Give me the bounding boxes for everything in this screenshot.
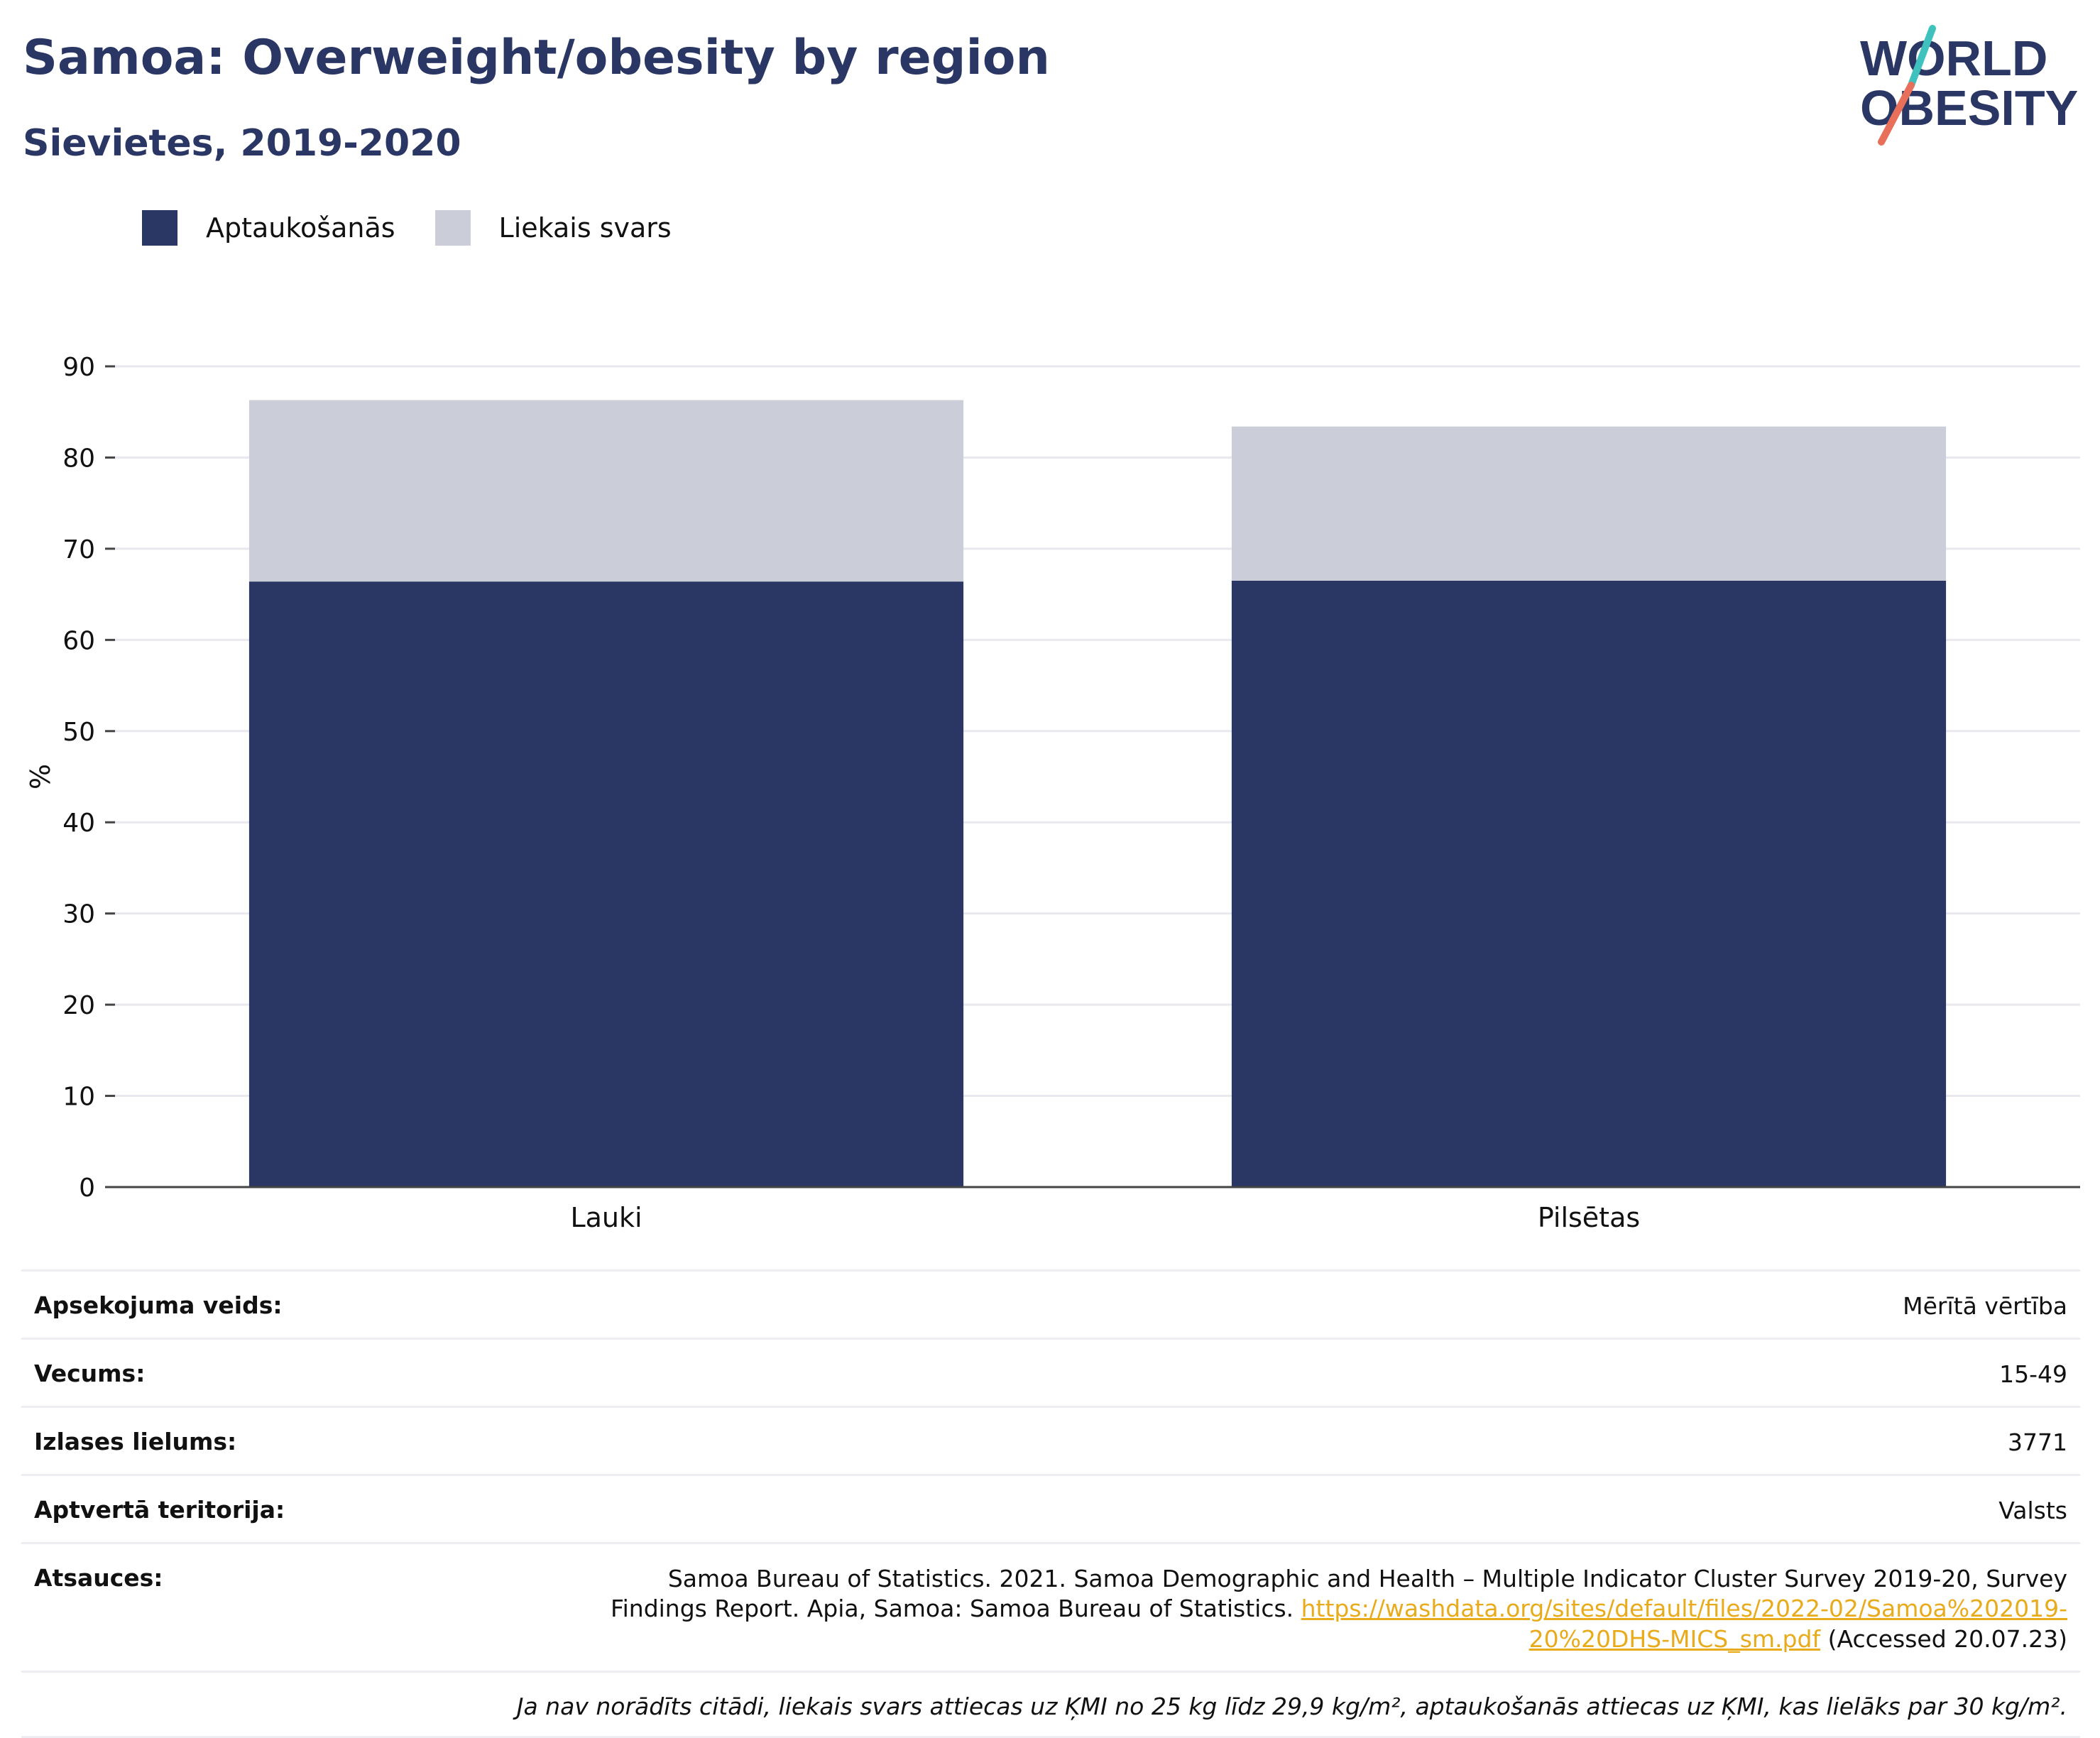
world-obesity-logo: WORLD OBESITY bbox=[1860, 25, 2078, 146]
x-tick-label: Lauki bbox=[570, 1202, 642, 1233]
meta-row-note: Ja nav norādīts citādi, liekais svars at… bbox=[21, 1671, 2080, 1738]
coverage-label: Aptvertā teritorija: bbox=[34, 1495, 285, 1524]
legend-item-obesity[interactable]: Aptaukošanās bbox=[142, 210, 395, 246]
age-label: Vecums: bbox=[34, 1359, 146, 1387]
meta-row-sample-size: Izlases lielums: 3771 bbox=[21, 1405, 2080, 1474]
bar-obesity-2 bbox=[1231, 580, 1947, 1187]
y-tick-label: 90 bbox=[62, 353, 95, 382]
meta-row-coverage: Aptvertā teritorija: Valsts bbox=[21, 1473, 2080, 1542]
references-label: Atsauces: bbox=[34, 1563, 163, 1592]
chart-subtitle: Sievietes, 2019-2020 bbox=[23, 122, 461, 165]
chart-legend: Aptaukošanās Liekais svars bbox=[142, 210, 711, 246]
definition-note: Ja nav norādīts citādi, liekais svars at… bbox=[516, 1693, 2067, 1721]
meta-row-survey-type: Apsekojuma veids: Mērītā vērtība bbox=[21, 1269, 2080, 1338]
bars bbox=[248, 400, 1947, 1187]
y-tick-label: 40 bbox=[62, 809, 95, 838]
survey-type-label: Apsekojuma veids: bbox=[34, 1291, 283, 1319]
bar-overweight-1 bbox=[248, 400, 964, 582]
y-tick-label: 0 bbox=[79, 1174, 95, 1203]
meta-row-age: Vecums: 15-49 bbox=[21, 1337, 2080, 1406]
bar-overweight-2 bbox=[1231, 426, 1947, 581]
references-text: Samoa Bureau of Statistics. 2021. Samoa … bbox=[611, 1564, 2067, 1623]
logo-line1: WORLD bbox=[1860, 31, 2047, 86]
legend-swatch-obesity bbox=[142, 210, 177, 246]
axes: 0 10 20 30 40 50 60 70 80 90 Lauki Pilsētas% bbox=[25, 353, 2080, 1233]
stacked-bar-chart: 0 10 20 30 40 50 60 70 80 90 Lauki Pilsētas% bbox=[25, 353, 2080, 1233]
age-value: 15-49 bbox=[1999, 1360, 2067, 1388]
references-link[interactable]: https://washdata.org/sites/default/files… bbox=[1301, 1595, 2067, 1654]
bar-obesity-1 bbox=[248, 581, 964, 1187]
chart-title: Samoa: Overweight/obesity by region bbox=[23, 30, 1050, 86]
y-tick-label: 10 bbox=[62, 1083, 95, 1112]
logo-slash-red bbox=[1878, 82, 1915, 146]
y-tick-label: 80 bbox=[62, 444, 95, 473]
references-accessed: (Accessed 20.07.23) bbox=[1827, 1625, 2067, 1654]
logo-slash-teal bbox=[1908, 25, 1936, 89]
meta-row-references: Atsauces: Samoa Bureau of Statistics. 20… bbox=[21, 1541, 2080, 1671]
metadata-table: Apsekojuma veids: Mērītā vērtība Vecums:… bbox=[21, 1269, 2080, 1738]
sample-size-label: Izlases lielums: bbox=[34, 1427, 237, 1455]
references-value: Samoa Bureau of Statistics. 2021. Samoa … bbox=[576, 1564, 2067, 1656]
y-tick-label: 70 bbox=[62, 535, 95, 564]
legend-swatch-overweight bbox=[434, 210, 471, 246]
survey-type-value: Mērītā vērtība bbox=[1903, 1292, 2067, 1320]
y-tick-label: 50 bbox=[62, 718, 95, 747]
y-tick-label: 30 bbox=[62, 900, 95, 929]
y-tick-label: 60 bbox=[62, 626, 95, 655]
sample-size-value: 3771 bbox=[2008, 1428, 2067, 1456]
x-tick-label: Pilsētas bbox=[1538, 1202, 1640, 1233]
legend-label-overweight: Liekais svars bbox=[498, 212, 672, 244]
legend-label-obesity: Aptaukošanās bbox=[206, 212, 395, 244]
coverage-value: Valsts bbox=[1998, 1496, 2067, 1524]
y-tick-label: 20 bbox=[62, 991, 95, 1020]
legend-item-overweight[interactable]: Liekais svars bbox=[434, 210, 672, 246]
y-axis-label: % bbox=[25, 764, 56, 789]
